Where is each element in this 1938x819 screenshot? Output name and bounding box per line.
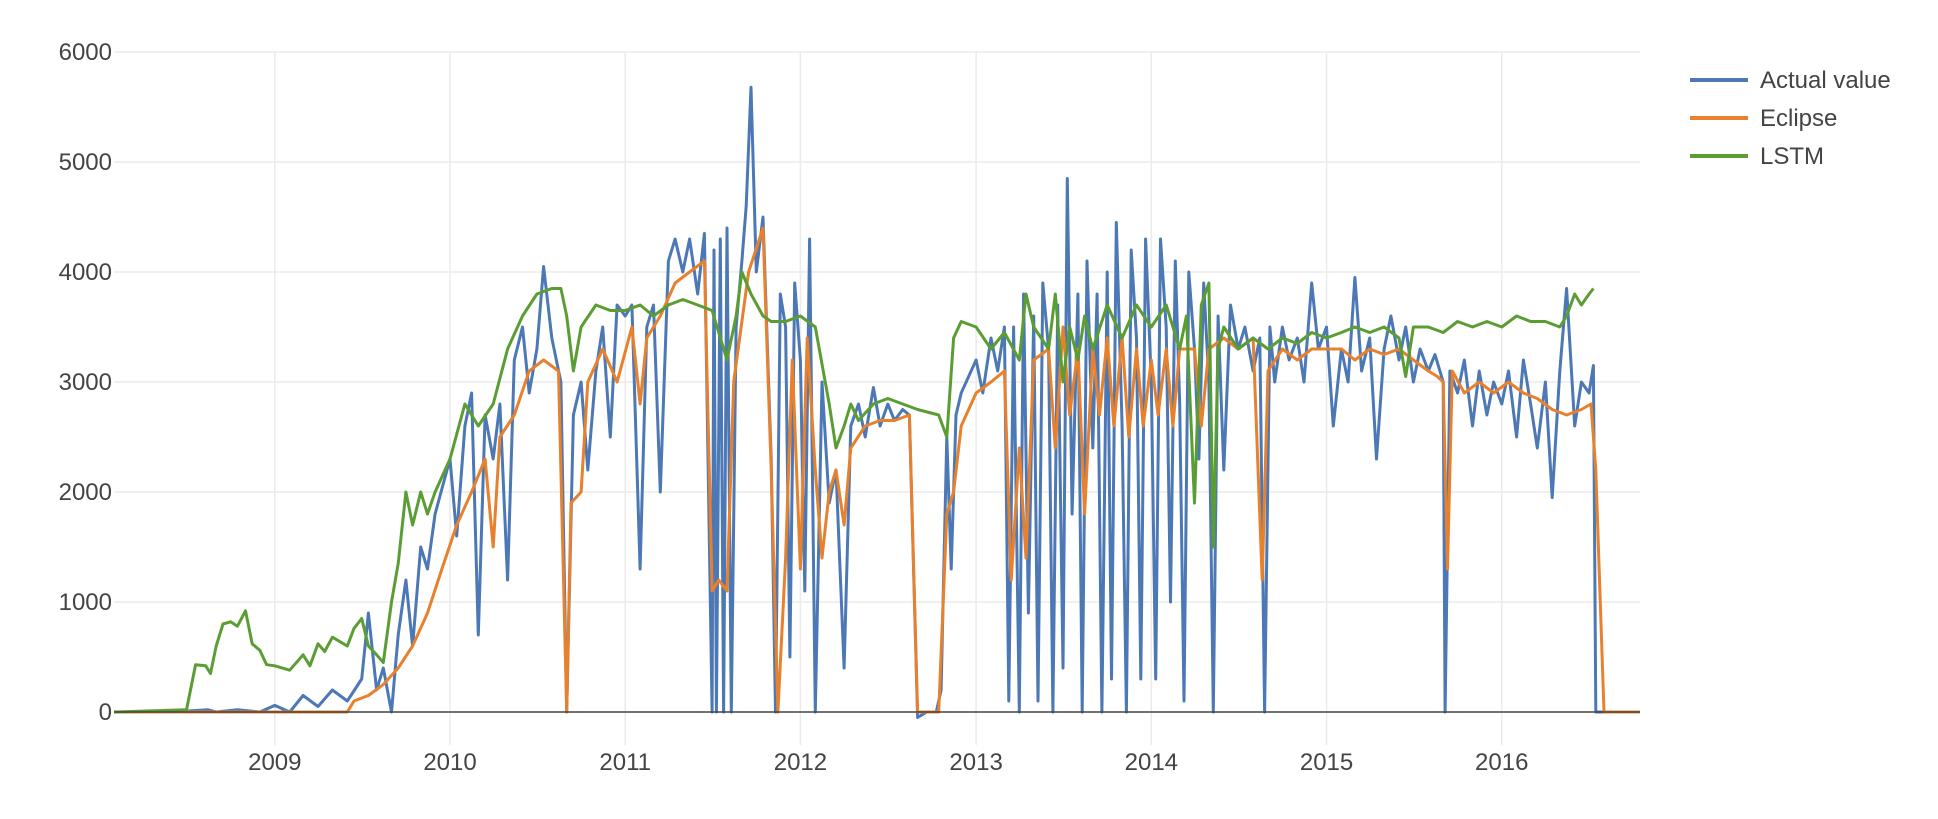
series-line-eclipse xyxy=(114,226,1640,714)
legend-label: Eclipse xyxy=(1760,105,1837,132)
legend-label: Actual value xyxy=(1760,67,1891,94)
y-tick-label: 4000 xyxy=(59,259,112,286)
y-tick-label: 5000 xyxy=(59,149,112,176)
y-tick-label: 1000 xyxy=(59,589,112,616)
x-tick-label: 2010 xyxy=(423,749,476,776)
legend-item[interactable]: Actual value xyxy=(1690,67,1891,94)
y-tick-label: 0 xyxy=(99,699,112,726)
y-tick-label: 3000 xyxy=(59,369,112,396)
x-tick-label: 2014 xyxy=(1125,749,1178,776)
grid-layer xyxy=(114,51,1640,745)
series-layer xyxy=(113,85,1640,719)
legend-item[interactable]: LSTM xyxy=(1690,143,1824,170)
x-tick-label: 2016 xyxy=(1475,749,1528,776)
series-line-lstm xyxy=(113,270,1595,714)
y-tick-label: 6000 xyxy=(59,39,112,66)
x-tick-label: 2009 xyxy=(248,749,301,776)
legend-item[interactable]: Eclipse xyxy=(1690,105,1837,132)
x-tick-label: 2012 xyxy=(774,749,827,776)
x-tick-label: 2013 xyxy=(949,749,1002,776)
legend[interactable]: Actual value Eclipse LSTM xyxy=(1690,67,1891,170)
series-line-actual-value xyxy=(114,85,1640,719)
legend-label: LSTM xyxy=(1760,143,1824,170)
axis-layer: 2009 2010 2011 2012 2013 2014 2015 2016 0 1000 200… xyxy=(59,39,1640,776)
x-tick-label: 2015 xyxy=(1300,749,1353,776)
y-tick-label: 2000 xyxy=(59,479,112,506)
x-tick-label: 2011 xyxy=(599,749,651,776)
